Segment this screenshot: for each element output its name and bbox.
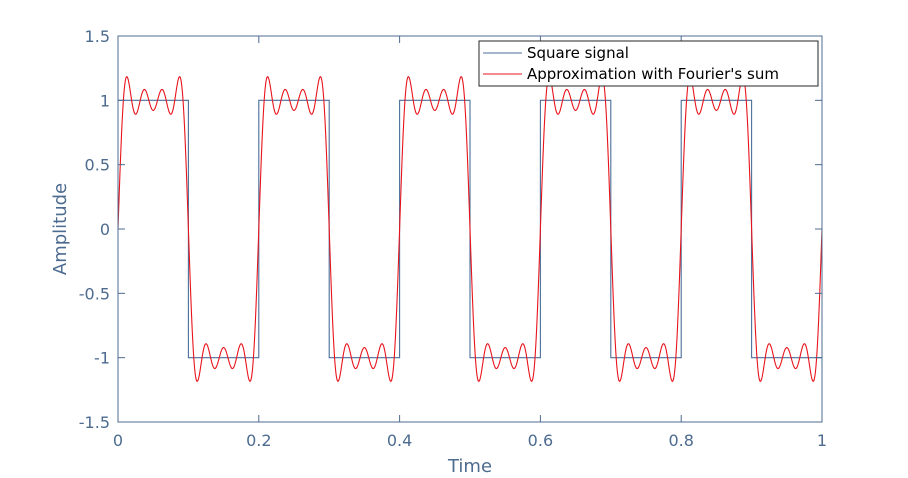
y-tick-label: -1.5: [79, 413, 110, 432]
series-line-fourier-approximation: [117, 75, 823, 383]
x-tick-label: 1: [817, 431, 827, 450]
legend-label-square-signal: Square signal: [527, 44, 629, 62]
series-layer: [117, 75, 823, 383]
y-tick-label: -1: [94, 349, 110, 368]
x-tick-label: 0.4: [387, 431, 412, 450]
y-tick-label: -0.5: [79, 284, 110, 303]
legend: Square signal Approximation with Fourier…: [478, 40, 819, 87]
y-tick-label: 0: [100, 220, 110, 239]
x-axis-label: Time: [447, 456, 492, 477]
x-tick-label: 0.8: [668, 431, 693, 450]
y-tick-label: 0.5: [85, 156, 110, 175]
ticks-layer: 0 0.2 0.4 0.6 0.8 1 -1.5 -1 -0.5 0 0.5 1 1.5: [79, 27, 827, 450]
legend-label-fourier-approximation: Approximation with Fourier's sum: [527, 65, 779, 83]
x-tick-label: 0: [113, 431, 123, 450]
y-tick-label: 1.5: [85, 27, 110, 46]
y-axis-label: Amplitude: [50, 183, 71, 275]
legend-box: [478, 40, 819, 87]
y-tick-label: 1: [100, 91, 110, 110]
x-tick-label: 0.6: [528, 431, 553, 450]
x-tick-label: 0.2: [246, 431, 271, 450]
